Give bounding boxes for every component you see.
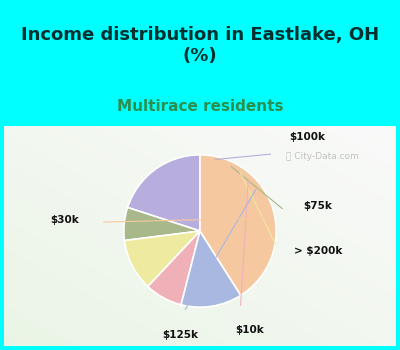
- Text: Multirace residents: Multirace residents: [117, 99, 283, 114]
- Wedge shape: [200, 155, 276, 295]
- Wedge shape: [124, 231, 200, 287]
- Text: $125k: $125k: [162, 330, 198, 340]
- Text: $10k: $10k: [235, 325, 264, 335]
- Wedge shape: [148, 231, 200, 305]
- Text: $100k: $100k: [290, 132, 326, 142]
- Text: $30k: $30k: [50, 215, 79, 225]
- Wedge shape: [124, 208, 200, 240]
- Wedge shape: [181, 231, 241, 307]
- Text: > $200k: > $200k: [294, 246, 342, 256]
- Text: Income distribution in Eastlake, OH
(%): Income distribution in Eastlake, OH (%): [21, 26, 379, 65]
- Text: ⓘ City-Data.com: ⓘ City-Data.com: [286, 153, 359, 161]
- Text: $75k: $75k: [303, 201, 332, 211]
- Wedge shape: [128, 155, 200, 231]
